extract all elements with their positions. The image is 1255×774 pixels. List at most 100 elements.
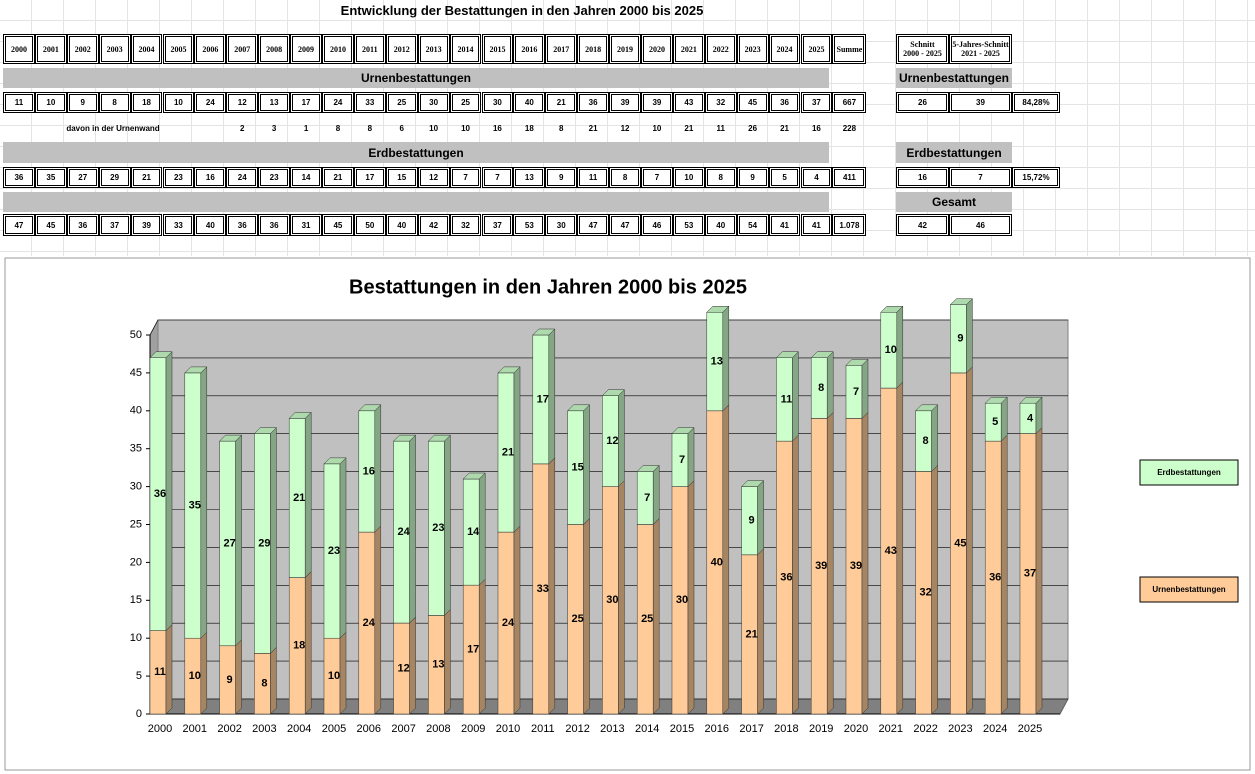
cell: 45 [34, 214, 67, 236]
data-label: 43 [885, 545, 897, 557]
header-cell: 2015 [481, 34, 514, 64]
bar-segment [914, 404, 939, 473]
section-band: Urnenbestattungen [896, 68, 1012, 88]
cell: 41 [800, 214, 833, 236]
bar-segment [497, 525, 521, 715]
cell: 1 [303, 123, 309, 133]
data-label: 8 [261, 678, 267, 690]
bar-segment [914, 464, 939, 715]
bar-top [949, 298, 974, 305]
cell: 5 [768, 167, 801, 188]
bar-side [235, 434, 242, 647]
cell: 16 [896, 167, 949, 188]
cell: 8 [609, 167, 641, 188]
data-label: 13 [711, 355, 723, 367]
bar-segment [253, 426, 278, 654]
x-tick-label: 2004 [287, 723, 311, 735]
data-label: 32 [919, 587, 931, 599]
data-label: 23 [328, 545, 340, 557]
header-line: 2021 - 2025 [961, 49, 1000, 58]
cell: 10 [429, 123, 439, 133]
data-label: 21 [502, 446, 514, 458]
x-tick-label: 2012 [565, 723, 589, 735]
grid-line [149, 319, 1068, 336]
data-label: 7 [644, 492, 650, 504]
cell: 36 [258, 214, 291, 236]
x-tick-label: 2008 [426, 723, 450, 735]
bar-top [392, 434, 417, 442]
bar-side [409, 434, 416, 624]
y-tick-label: 30 [130, 481, 142, 493]
cell: 10 [461, 123, 470, 133]
cell: 37 [98, 214, 131, 236]
bar-segment [497, 366, 521, 533]
cell: 36 [66, 214, 99, 236]
bar-top [462, 472, 486, 480]
bar-side [1035, 426, 1043, 715]
bar-segment [810, 411, 834, 715]
cell: 15 [385, 167, 418, 188]
bar-side [792, 351, 799, 442]
bar-side [1000, 396, 1008, 442]
cell: 2 [240, 123, 245, 133]
bar-segment [392, 434, 417, 624]
cell: 21 [545, 92, 578, 113]
data-label: 36 [989, 571, 1001, 583]
cell: 39 [609, 92, 641, 113]
bar-segment [149, 351, 173, 632]
x-tick-label: 2018 [774, 723, 798, 735]
bar-top [149, 351, 173, 358]
data-label: 36 [780, 571, 792, 583]
bar-segment [323, 457, 347, 639]
cell: 36 [768, 92, 801, 113]
x-tick-label: 2009 [461, 723, 485, 735]
header-cell: 2022 [704, 34, 737, 64]
cell: 8 [704, 167, 737, 188]
bar-top [775, 351, 800, 358]
cell: 12 [620, 123, 630, 133]
data-label: 24 [363, 617, 376, 629]
cell: 21 [322, 167, 354, 188]
cell: 53 [513, 214, 546, 236]
data-label: 17 [537, 393, 549, 405]
cell: 40 [385, 214, 418, 236]
cell: 42 [417, 214, 450, 236]
cell: 40 [704, 214, 737, 236]
bar-side [931, 464, 938, 715]
bar-segment [810, 351, 834, 419]
cell: 17 [353, 167, 386, 188]
bar-side [583, 517, 590, 715]
cell: 8 [335, 123, 341, 133]
bar-top [636, 465, 660, 472]
bar-side [339, 631, 347, 715]
bar-side [931, 404, 938, 473]
bar-side [687, 479, 695, 715]
data-label: 27 [223, 537, 235, 549]
bar-side [792, 434, 799, 715]
bar-segment [218, 434, 243, 647]
cell: 6 [399, 123, 404, 133]
cell: 37 [800, 92, 833, 113]
cell: 9 [736, 167, 769, 188]
bar-side [409, 616, 416, 715]
y-tick-label: 5 [136, 670, 142, 682]
bar-side [652, 464, 660, 526]
cell: 13 [258, 92, 291, 113]
data-label: 10 [328, 670, 340, 682]
header-cell: 2023 [736, 34, 769, 64]
header-cell: 2008 [258, 34, 291, 64]
x-tick-label: 2005 [322, 723, 346, 735]
cell: 24 [226, 167, 259, 188]
data-label: 7 [679, 454, 685, 466]
cell: 26 [748, 123, 758, 133]
bar-side [200, 366, 208, 639]
data-label: 40 [711, 556, 723, 568]
cell: 11 [577, 167, 610, 188]
header-cell: 2006 [194, 34, 227, 64]
header-cell: 2009 [290, 34, 322, 64]
cell: 10 [672, 167, 705, 188]
header-cell: 2025 [800, 34, 833, 64]
data-label: 12 [397, 662, 409, 674]
header-cell: 2014 [449, 34, 482, 64]
cell: 11 [3, 92, 35, 113]
